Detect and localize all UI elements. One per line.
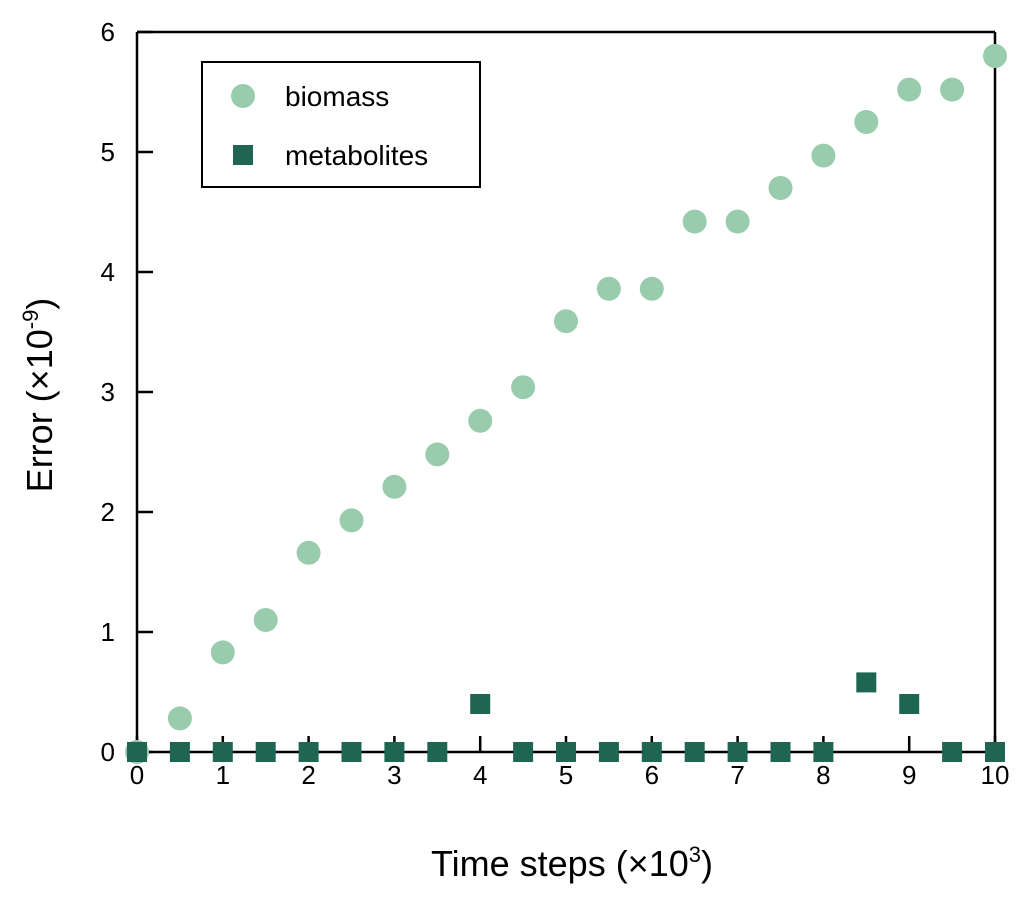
x-tick-label: 3: [387, 760, 401, 790]
point-biomass: [296, 540, 321, 565]
legend-marker-metabolites: [233, 145, 253, 165]
point-metabolites: [298, 742, 319, 762]
y-tick-label: 3: [101, 377, 115, 407]
point-biomass: [854, 110, 879, 134]
point-metabolites: [341, 742, 362, 762]
point-biomass: [554, 309, 578, 334]
point-metabolites: [470, 694, 491, 714]
point-biomass: [253, 608, 278, 632]
x-tick-label: 1: [216, 760, 230, 790]
point-biomass: [167, 706, 192, 731]
y-tick-label: 0: [101, 737, 115, 767]
y-axis-title: Error (×10-9): [18, 298, 60, 493]
legend: biomass metabolites: [201, 61, 481, 188]
y-tick-label: 6: [101, 17, 115, 47]
point-biomass: [382, 474, 407, 499]
x-tick-label: 0: [130, 760, 144, 790]
point-biomass: [639, 276, 664, 301]
x-tick-label: 9: [902, 760, 916, 790]
legend-label-metabolites: metabolites: [285, 140, 428, 171]
point-biomass: [768, 176, 793, 200]
point-biomass: [210, 640, 235, 665]
point-metabolites: [813, 742, 834, 762]
point-biomass: [897, 77, 922, 102]
point-biomass: [940, 77, 965, 102]
point-biomass: [725, 209, 750, 234]
x-tick-label: 8: [816, 760, 830, 790]
point-biomass: [468, 408, 493, 433]
point-metabolites: [985, 742, 1005, 762]
point-biomass: [425, 442, 450, 467]
point-metabolites: [427, 742, 448, 762]
x-axis-title: Time steps (×103): [431, 842, 713, 884]
point-metabolites: [169, 742, 190, 762]
data-points: [125, 44, 1007, 764]
point-biomass: [682, 209, 707, 234]
point-metabolites: [598, 742, 619, 762]
point-metabolites: [641, 742, 662, 762]
x-tick-label: 10: [981, 760, 1010, 790]
point-metabolites: [513, 742, 534, 762]
point-metabolites: [556, 742, 576, 762]
y-tick-label: 4: [101, 257, 115, 287]
point-metabolites: [942, 742, 963, 762]
x-tick-label: 6: [645, 760, 659, 790]
y-tick-label: 2: [101, 497, 115, 527]
point-metabolites: [770, 742, 791, 762]
point-biomass: [339, 508, 364, 533]
legend-marker-biomass: [231, 84, 255, 108]
x-tick-label: 5: [559, 760, 573, 790]
point-metabolites: [727, 742, 748, 762]
point-metabolites: [127, 742, 147, 762]
point-metabolites: [255, 742, 276, 762]
point-metabolites: [899, 694, 920, 714]
point-metabolites: [856, 672, 877, 693]
legend-box: [201, 61, 481, 188]
point-biomass: [511, 375, 536, 400]
point-metabolites: [212, 742, 233, 762]
y-tick-label: 5: [101, 137, 115, 167]
legend-label-biomass: biomass: [285, 81, 389, 112]
x-tick-label: 7: [730, 760, 744, 790]
point-biomass: [811, 143, 836, 168]
y-tick-label: 1: [101, 617, 115, 647]
point-biomass: [983, 44, 1007, 68]
point-metabolites: [684, 742, 705, 762]
x-tick-label: 4: [473, 760, 487, 790]
point-metabolites: [384, 742, 405, 762]
x-tick-label: 2: [301, 760, 315, 790]
point-biomass: [596, 276, 621, 301]
